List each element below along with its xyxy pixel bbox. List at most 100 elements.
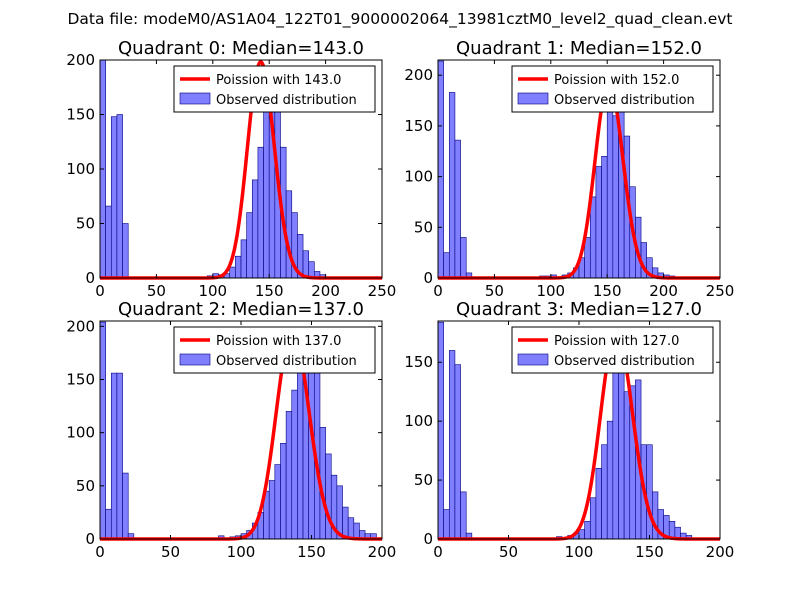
- y-tick-label: 100: [404, 412, 433, 430]
- histogram-bar: [618, 356, 625, 540]
- x-tick-label: 0: [95, 543, 105, 561]
- histogram-bar: [285, 411, 293, 540]
- histogram-bar: [105, 508, 112, 540]
- histogram-bar: [110, 372, 118, 540]
- y-tick-label: 0: [85, 269, 95, 287]
- y-tick-label: 0: [85, 530, 95, 548]
- histogram-bar: [246, 212, 253, 279]
- histogram-bar: [308, 261, 315, 279]
- panel-title: Quadrant 3: Median=127.0: [456, 299, 702, 320]
- histogram-bar: [353, 522, 360, 540]
- x-tick-label: 150: [255, 282, 284, 300]
- histogram-bar: [274, 464, 281, 540]
- legend-entry-poisson: Poission with 143.0: [216, 73, 341, 88]
- histogram-bar: [291, 389, 298, 540]
- quadrant-0-panel: 0 50 100 150 200 250 0 50 100 150 200 Quadrant 0: M…: [66, 38, 396, 300]
- quadrant-2-panel: 0 50 100 150 200 0 50 100 150 200 Quadrant 2: Medi…: [66, 299, 396, 561]
- legend-entry-poisson: Poission with 152.0: [554, 73, 679, 88]
- y-tick-label: 100: [404, 168, 433, 186]
- y-tick-label: 0: [423, 530, 433, 548]
- histogram-bar: [116, 114, 123, 279]
- x-tick-label: 50: [485, 282, 504, 300]
- legend-entry-observed: Observed distribution: [216, 354, 357, 369]
- histogram-bar: [646, 444, 653, 540]
- x-tick-label: 50: [147, 282, 166, 300]
- legend: Poission with 137.0 Observed distribution: [173, 326, 376, 374]
- histogram-bar: [612, 367, 619, 540]
- legend-bar-swatch: [179, 353, 211, 366]
- histogram-bar: [448, 350, 456, 540]
- histogram-bar: [240, 239, 247, 279]
- histogram-bar: [235, 255, 242, 279]
- histogram-bar: [589, 497, 597, 540]
- legend-entry-observed: Observed distribution: [554, 93, 695, 108]
- panel-title: Quadrant 2: Median=137.0: [118, 299, 364, 320]
- histogram-bar: [229, 266, 236, 279]
- histogram-bar: [601, 444, 608, 540]
- histogram-bar: [122, 472, 129, 540]
- histogram-bar: [280, 442, 287, 540]
- legend-entry-observed: Observed distribution: [216, 93, 357, 108]
- legend-entry-observed: Observed distribution: [554, 354, 695, 369]
- legend: Poission with 127.0 Observed distribution: [511, 326, 714, 374]
- y-tick-label: 50: [76, 215, 95, 233]
- y-tick-label: 50: [76, 477, 95, 495]
- x-tick-label: 100: [227, 543, 256, 561]
- y-tick-label: 100: [66, 160, 95, 178]
- x-tick-label: 250: [368, 282, 397, 300]
- x-tick-label: 50: [499, 543, 518, 561]
- legend-bar-swatch: [179, 92, 211, 105]
- histogram-bar: [302, 250, 309, 279]
- histogram-bar: [325, 453, 332, 540]
- histogram-bar: [448, 92, 456, 279]
- x-tick-label: 0: [433, 282, 443, 300]
- x-tick-label: 100: [536, 282, 565, 300]
- histogram-bar: [268, 480, 276, 540]
- legend-box: [173, 65, 376, 113]
- x-tick-label: 0: [433, 543, 443, 561]
- legend-entry-poisson: Poission with 137.0: [216, 334, 341, 349]
- x-tick-label: 250: [706, 282, 735, 300]
- legend-box: [511, 326, 714, 374]
- figure-suptitle: Data file: modeM0/AS1A04_122T01_90000020…: [67, 10, 732, 29]
- histogram-bar: [454, 139, 461, 279]
- quadrant-1-panel: 0 50 100 150 200 250 0 50 100 150 200 Quadrant 1: M…: [404, 38, 734, 300]
- y-tick-label: 150: [404, 117, 433, 135]
- histogram-bar: [601, 156, 608, 279]
- x-tick-label: 200: [368, 543, 397, 561]
- histogram-bar: [460, 491, 467, 540]
- x-tick-label: 0: [95, 282, 105, 300]
- x-tick-label: 100: [565, 543, 594, 561]
- y-tick-label: 100: [66, 424, 95, 442]
- legend-bar-swatch: [517, 92, 549, 105]
- x-tick-label: 150: [635, 543, 664, 561]
- histogram-bar: [99, 321, 106, 540]
- axes-frame: [437, 59, 721, 279]
- histogram-bar: [443, 252, 450, 279]
- histogram-bar: [606, 90, 614, 279]
- quadrant-3-panel: 0 50 100 150 200 0 50 100 150 Quadrant 3: Median=…: [404, 299, 734, 561]
- x-tick-label: 150: [297, 543, 326, 561]
- x-tick-label: 200: [649, 282, 678, 300]
- legend-bar-swatch: [517, 353, 549, 366]
- y-tick-label: 50: [414, 218, 433, 236]
- histogram-bar: [105, 205, 112, 279]
- histogram-bar: [263, 92, 270, 279]
- y-tick-label: 0: [423, 269, 433, 287]
- y-tick-label: 150: [66, 370, 95, 388]
- y-tick-label: 50: [414, 471, 433, 489]
- histogram-bar: [612, 115, 619, 279]
- histogram-bar: [347, 517, 355, 540]
- x-tick-label: 200: [706, 543, 735, 561]
- y-tick-label: 150: [404, 353, 433, 371]
- panel-title: Quadrant 1: Median=152.0: [456, 38, 702, 59]
- x-tick-label: 100: [198, 282, 227, 300]
- legend-box: [173, 326, 376, 374]
- histogram-bar: [342, 506, 349, 540]
- panel-title: Quadrant 0: Median=143.0: [118, 38, 364, 59]
- y-tick-label: 150: [66, 106, 95, 124]
- histogram-bar: [116, 372, 123, 540]
- histogram-bar: [122, 223, 129, 279]
- histogram-bar: [437, 60, 444, 279]
